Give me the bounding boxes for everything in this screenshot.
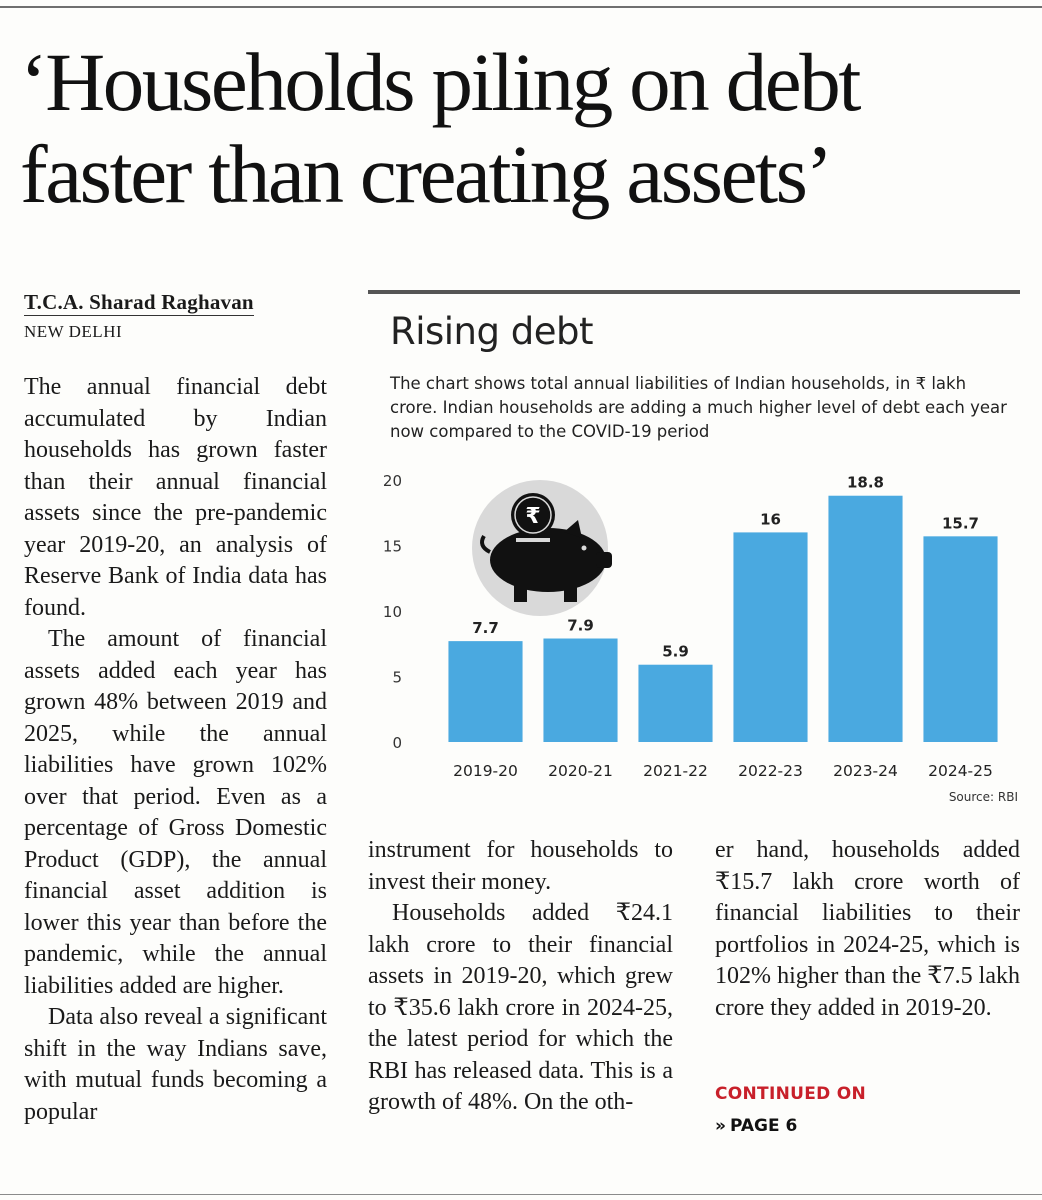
piggy-bank-rupee-icon: ₹ <box>472 480 612 616</box>
y-tick-label: 10 <box>383 603 402 621</box>
bar <box>733 532 808 742</box>
bar-value-label: 15.7 <box>942 514 979 532</box>
chart-description: The chart shows total annual liabilities… <box>390 374 1007 441</box>
x-tick-label: 2024-25 <box>928 762 993 780</box>
dateline: NEW DELHI <box>24 322 123 341</box>
bar-value-labels: 7.7 7.9 5.9 16 18.8 15.7 <box>472 474 979 661</box>
article-column-2: instrument for households to invest thei… <box>368 835 673 1119</box>
y-tick-label: 20 <box>383 472 402 490</box>
y-axis: 0 5 10 15 20 <box>383 472 402 752</box>
article-column-3: er hand, households ad­ded ₹15.7 lakh cr… <box>715 835 1020 1024</box>
bar <box>828 495 903 742</box>
bar-value-label: 7.9 <box>567 617 594 635</box>
paragraph: The annual financial debt accumulated by… <box>24 374 327 621</box>
rupee-symbol: ₹ <box>525 504 540 529</box>
chart-title: Rising debt <box>390 310 594 353</box>
x-tick-label: 2019-20 <box>453 762 518 780</box>
paragraph: Households added ₹24.1 lakh crore to the… <box>368 900 673 1115</box>
paragraph: Data also reveal a signif­icant shift in… <box>24 1004 327 1125</box>
x-axis-labels: 2019-20 2020-21 2021-22 2022-23 2023-24 2024-… <box>453 762 993 780</box>
byline-author: T.C.A. Sharad Raghavan <box>24 290 254 316</box>
bar-value-label: 7.7 <box>472 619 499 637</box>
y-tick-label: 5 <box>392 669 402 687</box>
continued-on-label: CONTINUED ON <box>715 1084 867 1104</box>
paragraph: er hand, households ad­ded ₹15.7 lakh cr… <box>715 837 1020 1021</box>
bar-value-label: 16 <box>760 510 781 528</box>
x-tick-label: 2021-22 <box>643 762 708 780</box>
y-tick-label: 0 <box>392 734 402 752</box>
bar <box>638 664 713 742</box>
x-tick-label: 2023-24 <box>833 762 898 780</box>
paragraph: The amount of financial assets added eac… <box>24 626 327 999</box>
page-ref-label: PAGE 6 <box>729 1116 798 1136</box>
bars <box>448 495 998 742</box>
bar <box>923 536 998 742</box>
article-column-1: The annual financial debt accumulated by… <box>24 372 327 1128</box>
bar-value-label: 5.9 <box>662 643 689 661</box>
x-tick-label: 2020-21 <box>548 762 613 780</box>
double-chevron-icon: » <box>715 1116 726 1136</box>
continued-page-link[interactable]: » PAGE 6 <box>715 1116 797 1136</box>
y-tick-label: 15 <box>383 538 402 556</box>
bottom-rule <box>0 1194 1042 1195</box>
x-tick-label: 2022-23 <box>738 762 803 780</box>
top-rule <box>0 6 1042 8</box>
chart-rule <box>368 290 1020 294</box>
headline: ‘Households piling on debt faster than c… <box>20 36 861 220</box>
bar <box>543 638 618 742</box>
bar-value-label: 18.8 <box>847 474 884 492</box>
paragraph: instrument for households to invest thei… <box>368 837 673 895</box>
bar <box>448 641 523 742</box>
chart-source: Source: RBI <box>948 790 1018 804</box>
